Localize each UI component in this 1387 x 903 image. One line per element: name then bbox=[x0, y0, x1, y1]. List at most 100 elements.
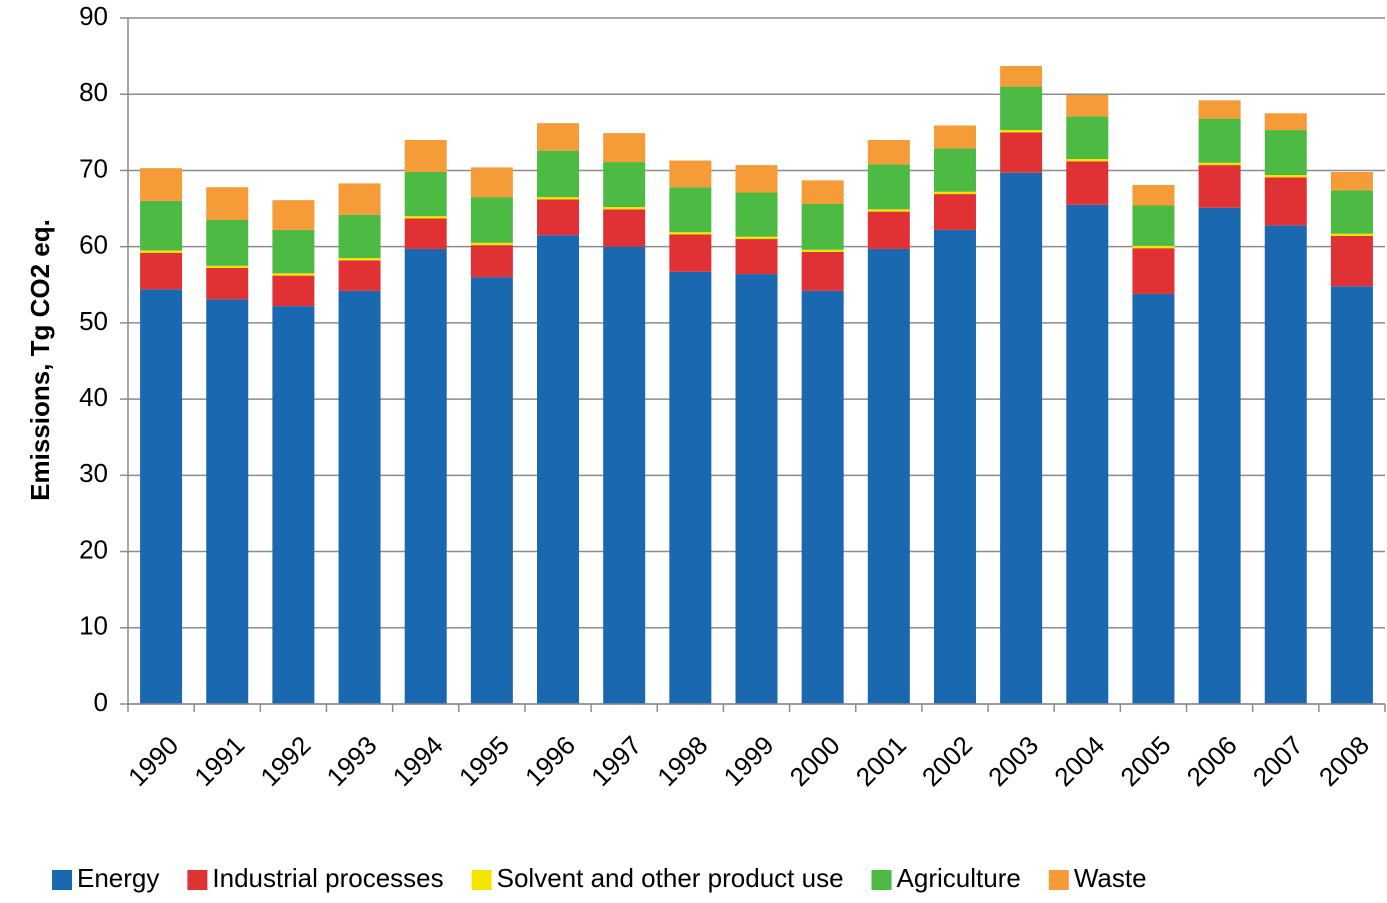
bar-segment bbox=[1000, 132, 1043, 173]
bar-segment bbox=[206, 219, 249, 266]
bar-segment bbox=[404, 218, 447, 249]
bar-segment bbox=[603, 162, 646, 208]
x-tick-label: 2000 bbox=[784, 730, 846, 792]
x-tick-label: 1992 bbox=[254, 730, 316, 792]
bar-segment bbox=[404, 216, 447, 219]
bar-segment bbox=[272, 306, 315, 704]
bar-segment bbox=[338, 258, 381, 261]
x-tick-label: 2008 bbox=[1313, 730, 1375, 792]
bar-segment bbox=[1198, 118, 1241, 163]
legend-swatch bbox=[471, 870, 492, 890]
bar-segment bbox=[603, 209, 646, 247]
x-tick-label: 1994 bbox=[387, 730, 449, 792]
bar-segment bbox=[1330, 233, 1373, 236]
x-tick-label: 1990 bbox=[122, 730, 184, 792]
bar-segment bbox=[1000, 66, 1043, 87]
bar-segment bbox=[801, 203, 844, 250]
bar-segment bbox=[470, 197, 513, 243]
y-tick-label: 0 bbox=[94, 687, 108, 717]
bar-segment bbox=[470, 167, 513, 198]
bar-segment bbox=[933, 148, 976, 192]
y-tick-label: 30 bbox=[79, 458, 108, 488]
bar-segment bbox=[603, 207, 646, 210]
legend-label: Agriculture bbox=[897, 863, 1021, 893]
legend-label: Solvent and other product use bbox=[497, 863, 844, 893]
y-tick-label: 10 bbox=[79, 611, 108, 641]
bar-segment bbox=[933, 194, 976, 230]
bar-segment bbox=[1066, 94, 1109, 117]
bar-segment bbox=[404, 171, 447, 217]
bar-segment bbox=[537, 123, 580, 151]
bar-segment bbox=[801, 290, 844, 704]
bar-segment bbox=[669, 187, 712, 233]
bar-segment bbox=[801, 249, 844, 253]
bar-segment bbox=[1066, 161, 1109, 205]
bar-segment bbox=[1066, 116, 1109, 160]
x-tick-label: 2001 bbox=[850, 730, 912, 792]
x-tick-label: 1999 bbox=[717, 730, 779, 792]
bar-segment bbox=[735, 165, 778, 193]
legend-swatch bbox=[52, 870, 72, 890]
x-tick-label: 1995 bbox=[453, 730, 515, 792]
x-tick-label: 2003 bbox=[982, 730, 1044, 792]
x-tick-label: 2007 bbox=[1247, 730, 1309, 792]
bar-segment bbox=[537, 199, 580, 236]
bar-segment bbox=[1264, 130, 1307, 176]
bar-segment bbox=[1264, 177, 1307, 226]
bar-segment bbox=[933, 125, 976, 149]
bar-segment bbox=[867, 164, 910, 210]
bar-segment bbox=[1330, 190, 1373, 234]
x-tick-label: 1993 bbox=[321, 730, 383, 792]
bar-segment bbox=[1264, 175, 1307, 178]
bar-segment bbox=[404, 139, 447, 172]
y-tick-label: 20 bbox=[79, 534, 108, 564]
bar-segment bbox=[801, 180, 844, 204]
bar-segment bbox=[1198, 162, 1241, 166]
y-tick-label: 60 bbox=[79, 230, 108, 260]
bar-segment bbox=[1132, 293, 1175, 704]
bar-segment bbox=[735, 236, 778, 240]
bar-segment bbox=[1066, 159, 1109, 162]
x-tick-label: 1996 bbox=[519, 730, 581, 792]
bar-segment bbox=[735, 239, 778, 275]
y-tick-label: 40 bbox=[79, 382, 108, 412]
bar-segment bbox=[1198, 207, 1241, 704]
bar-segment bbox=[1066, 204, 1109, 704]
legend-swatch bbox=[1048, 870, 1069, 890]
bar-segment bbox=[669, 271, 712, 704]
bar-segment bbox=[470, 242, 513, 246]
bar-segment bbox=[867, 209, 910, 212]
bar-segment bbox=[140, 250, 183, 253]
bar-segment bbox=[140, 168, 183, 201]
bar-segment bbox=[1330, 171, 1373, 191]
x-tick-label: 1997 bbox=[585, 730, 647, 792]
bar-segment bbox=[1132, 205, 1175, 246]
bar-segment bbox=[338, 183, 381, 215]
bar-segment bbox=[1198, 100, 1241, 119]
bar-segment bbox=[272, 229, 315, 274]
bar-segment bbox=[537, 235, 580, 704]
bar-segment bbox=[1132, 245, 1175, 249]
legend-label: Energy bbox=[77, 863, 159, 893]
bar-segment bbox=[735, 192, 778, 237]
bar-segment bbox=[206, 265, 249, 269]
y-tick-label: 70 bbox=[79, 153, 108, 183]
bar-segment bbox=[669, 160, 712, 188]
bar-segment bbox=[933, 191, 976, 195]
bar-segment bbox=[272, 273, 315, 276]
x-tick-label: 1991 bbox=[188, 730, 250, 792]
bar-segment bbox=[1132, 184, 1175, 206]
x-tick-label: 1998 bbox=[651, 730, 713, 792]
legend-label: Waste bbox=[1074, 863, 1147, 893]
bar-segment bbox=[1264, 113, 1307, 131]
bar-segment bbox=[140, 289, 183, 704]
bar-segment bbox=[1330, 286, 1373, 704]
bar-segment bbox=[801, 252, 844, 291]
bar-segment bbox=[338, 260, 381, 291]
bar-segment bbox=[338, 290, 381, 704]
bar-segment bbox=[206, 268, 249, 300]
bar-segment bbox=[140, 200, 183, 251]
bar-segment bbox=[603, 133, 646, 163]
bar-segment bbox=[933, 229, 976, 705]
